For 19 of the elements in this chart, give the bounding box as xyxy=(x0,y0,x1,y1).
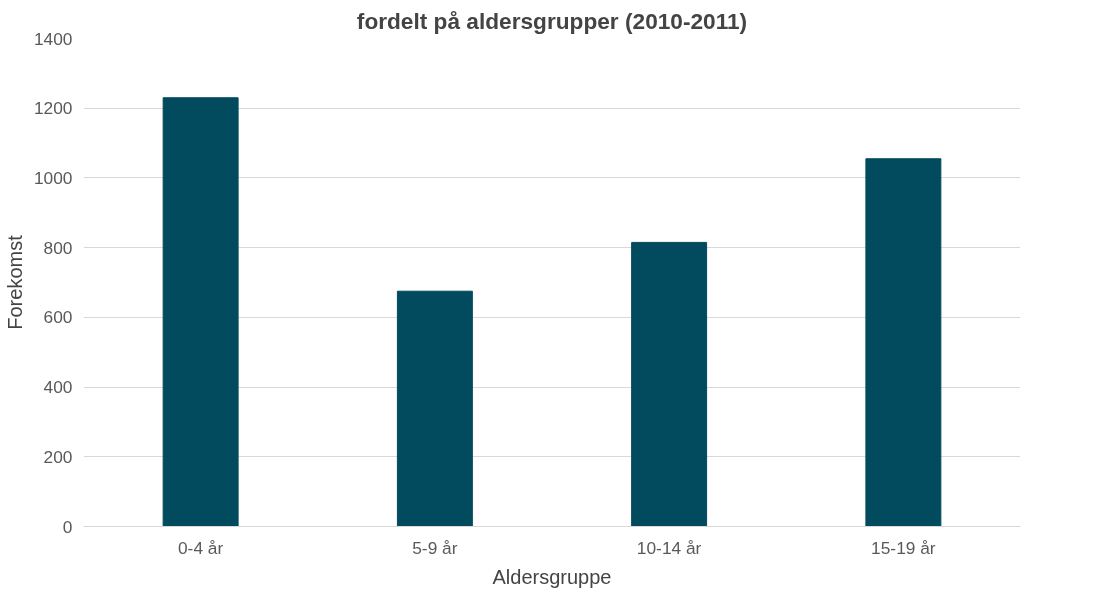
y-tick-label: 400 xyxy=(43,377,73,398)
x-tick-label: 0-4 år xyxy=(177,537,224,558)
y-tick-label: 1200 xyxy=(33,98,73,119)
y-tick-label: 1000 xyxy=(33,167,73,188)
x-tick-label: 10-14 år xyxy=(636,537,702,558)
chart-title: fordelt på aldersgrupper (2010-2011) xyxy=(356,7,748,34)
y-tick-label: 200 xyxy=(43,446,73,467)
y-tick-label: 600 xyxy=(43,307,73,328)
x-tick-label: 5-9 år xyxy=(412,537,458,558)
y-tick-label: 800 xyxy=(43,237,73,258)
y-tick-label: 0 xyxy=(62,516,73,537)
bar xyxy=(865,158,942,527)
bar xyxy=(631,241,708,527)
x-axis-title: Aldersgruppe xyxy=(492,565,612,588)
bar xyxy=(396,290,473,527)
bar xyxy=(162,97,239,527)
y-tick-label: 1400 xyxy=(33,28,73,49)
x-tick-label: 15-19 år xyxy=(871,537,936,558)
y-axis-title: Forekomst xyxy=(3,234,26,330)
